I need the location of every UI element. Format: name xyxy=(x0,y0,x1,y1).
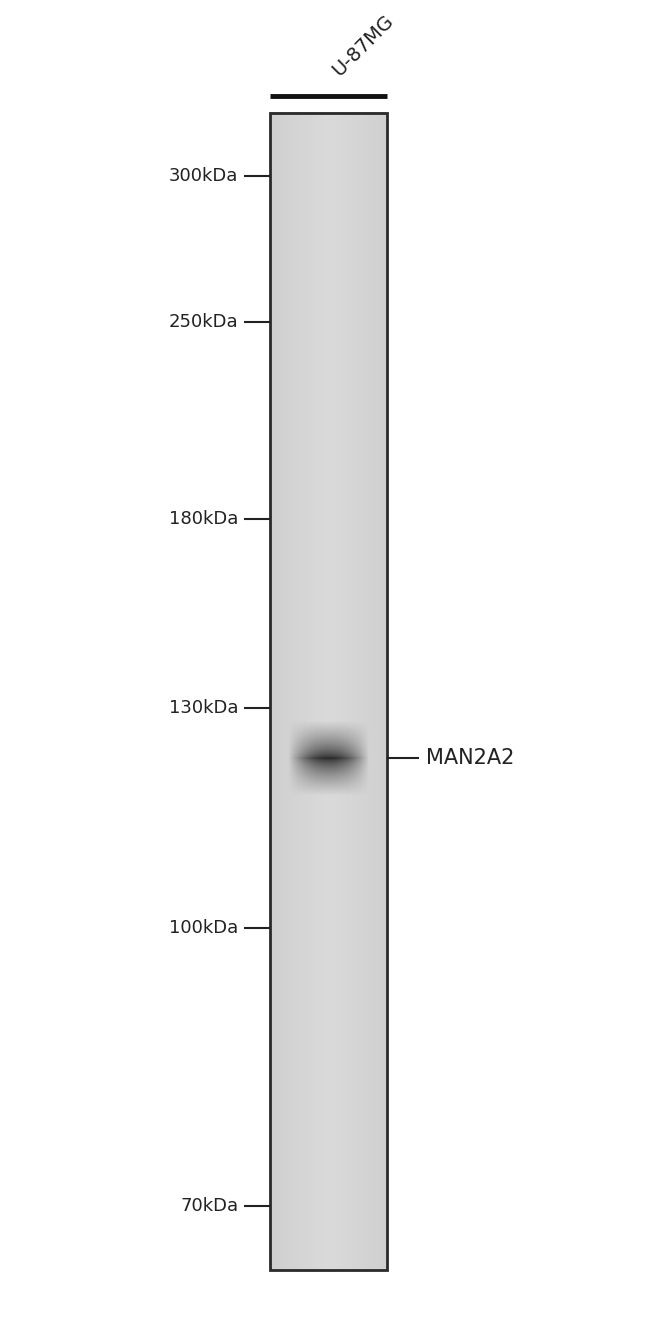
Text: 250kDa: 250kDa xyxy=(169,313,239,331)
Text: MAN2A2: MAN2A2 xyxy=(426,747,514,769)
Text: 100kDa: 100kDa xyxy=(169,919,239,938)
Text: 70kDa: 70kDa xyxy=(181,1197,239,1216)
Text: U-87MG: U-87MG xyxy=(328,11,397,80)
Bar xyxy=(270,113,387,1270)
Text: 180kDa: 180kDa xyxy=(169,509,239,528)
Text: 300kDa: 300kDa xyxy=(169,166,239,185)
Text: 130kDa: 130kDa xyxy=(169,698,239,717)
